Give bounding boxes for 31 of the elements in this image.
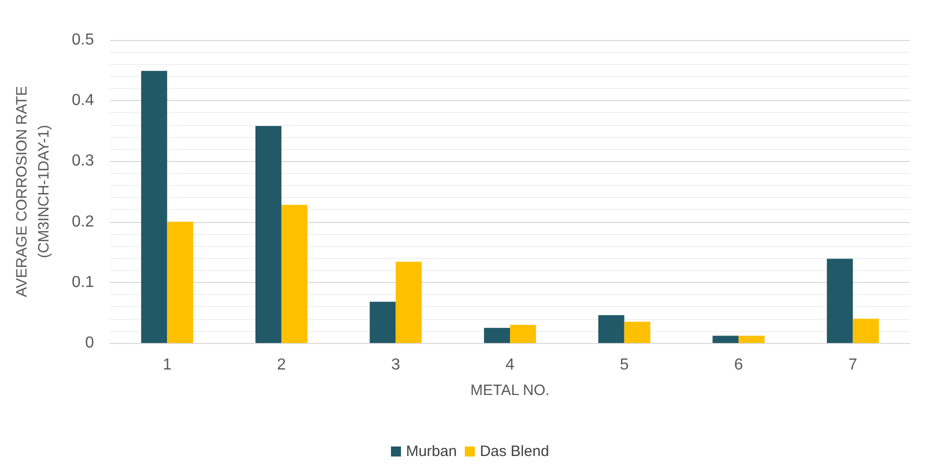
bar (396, 262, 422, 343)
x-tick-label: 3 (391, 356, 400, 374)
bar (826, 258, 853, 343)
y-tick-label: 0.5 (72, 32, 94, 48)
x-tick-label: 5 (620, 356, 629, 374)
y-tick-label: 0.3 (72, 152, 94, 170)
legend-label: Das Blend (480, 443, 550, 460)
x-tick-label: 1 (162, 356, 172, 374)
legend-label: Murban (406, 443, 457, 460)
y-tick-label: 0.1 (72, 274, 94, 291)
bar (141, 70, 168, 343)
x-tick-label: 2 (276, 356, 286, 374)
x-axis-title: METAL NO. (470, 382, 550, 399)
bar (255, 126, 282, 343)
bar (281, 204, 308, 343)
bar (598, 315, 624, 343)
y-tick-label: 0.2 (72, 213, 94, 230)
bar (624, 322, 650, 343)
x-tick-label: 7 (848, 356, 858, 374)
y-axis-title: AVERAGE CORROSION RATE (CM3INCH-1DAY-1) (14, 86, 52, 298)
bar (370, 302, 396, 343)
x-tick-label: 6 (734, 356, 744, 374)
bar (852, 318, 879, 343)
bar (712, 336, 739, 343)
y-tick-label: 0.4 (72, 92, 94, 110)
bar (484, 328, 510, 343)
bar (738, 336, 765, 343)
bar (167, 222, 194, 343)
bar (510, 324, 536, 343)
x-tick-label: 4 (506, 356, 515, 374)
y-tick-label: 0 (85, 334, 94, 352)
